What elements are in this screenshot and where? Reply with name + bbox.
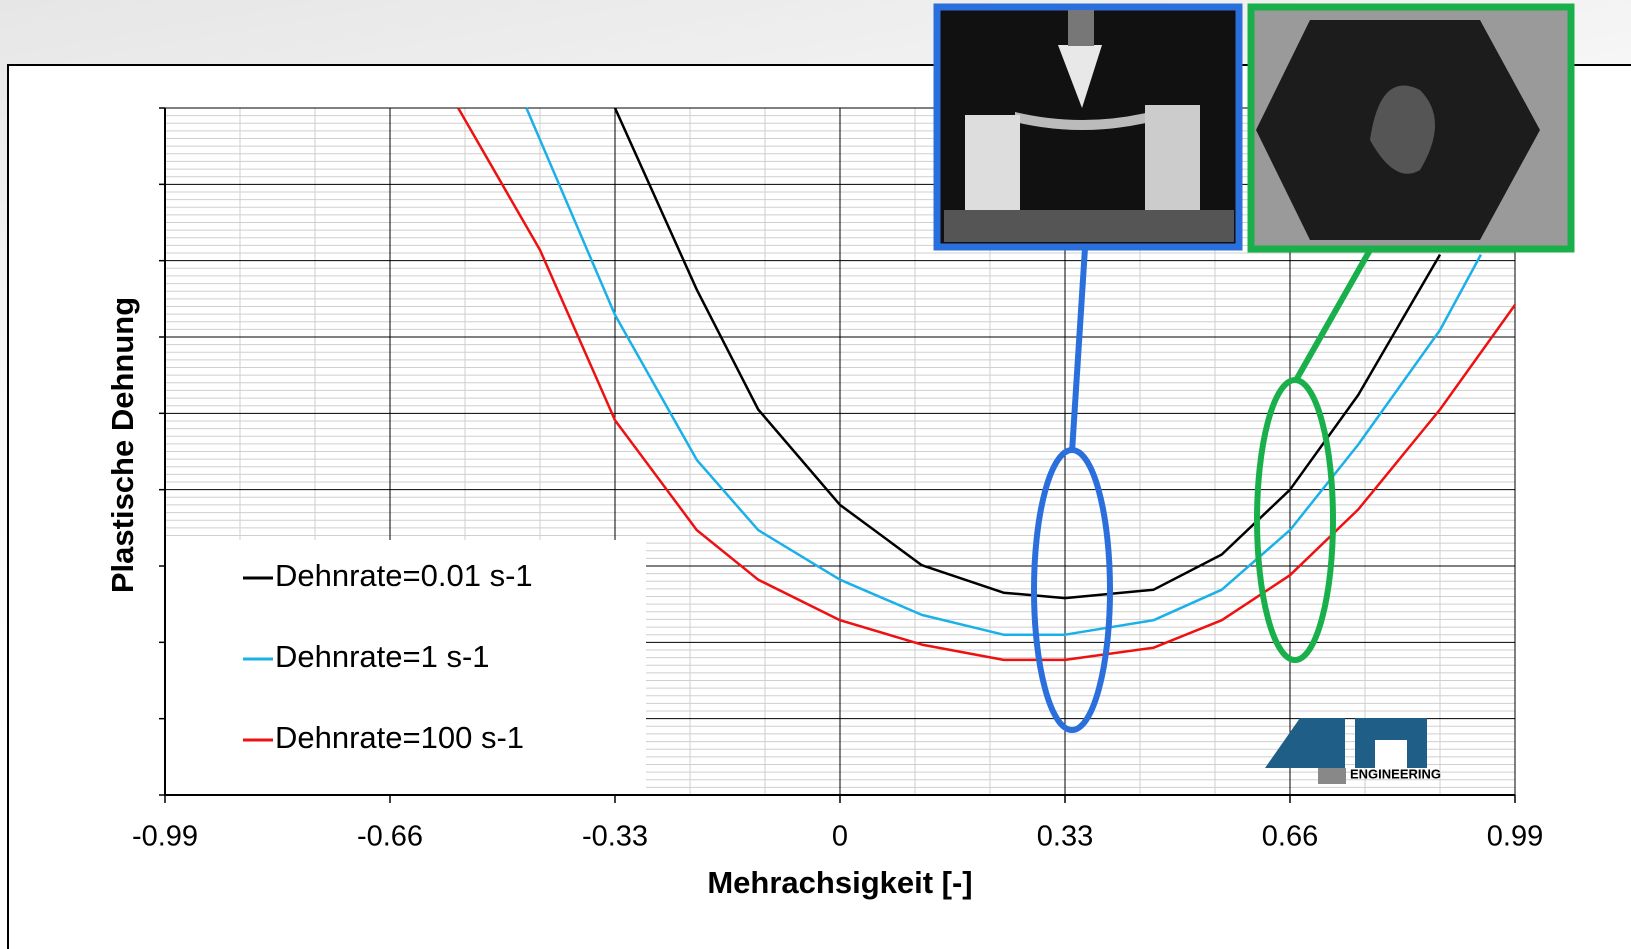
x-tick-label: 0.99 [1487, 821, 1543, 853]
x-tick-label: -0.33 [582, 821, 648, 853]
legend: Dehnrate=0.01 s-1 Dehnrate=1 s-1 Dehnrate=… [243, 558, 533, 755]
x-tick-label: -0.66 [357, 821, 423, 853]
logo: ENGINEERING [1265, 718, 1441, 784]
legend-label: Dehnrate=0.01 s-1 [275, 558, 533, 593]
x-tick-label: -0.99 [132, 821, 198, 853]
photo-puncture [1247, 3, 1575, 253]
x-tick-label: 0 [832, 821, 848, 853]
x-tick-label: 0.66 [1262, 821, 1318, 853]
axes: -0.99 -0.66 -0.33 0 0.33 0.66 0.99 [132, 107, 1543, 853]
x-tick-label: 0.33 [1037, 821, 1093, 853]
legend-label: Dehnrate=1 s-1 [275, 639, 490, 674]
x-axis-label: Mehrachsigkeit [-] [707, 865, 972, 900]
legend-box [166, 540, 646, 794]
y-axis-label: Plastische Dehnung [105, 297, 140, 593]
legend-label: Dehnrate=100 s-1 [275, 720, 524, 755]
photo-bending [933, 3, 1243, 251]
logo-text: ENGINEERING [1350, 766, 1441, 781]
annotations [1031, 247, 1373, 733]
